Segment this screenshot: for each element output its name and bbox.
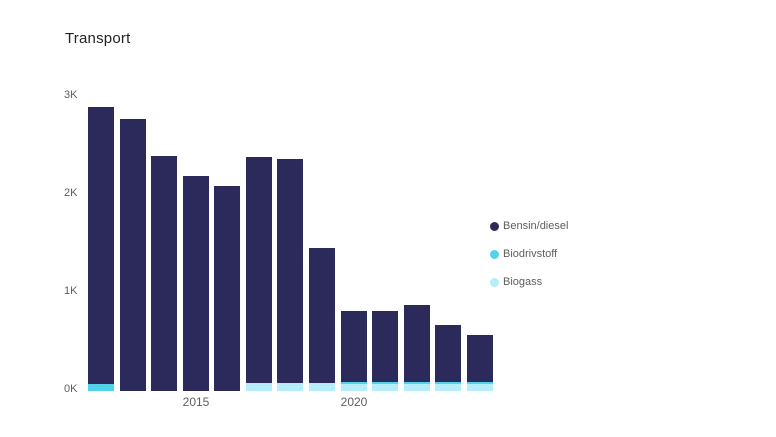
bar-2020[interactable] <box>341 311 367 391</box>
legend-color-dot-icon <box>490 249 499 259</box>
bar-segment-biogass-2019[interactable] <box>309 383 335 391</box>
bar-segment-biogass-2023[interactable] <box>435 384 461 391</box>
chart-title: Transport <box>65 30 131 47</box>
y-axis-label-3K: 3K <box>64 89 78 101</box>
legend-item-biodrivstoff[interactable]: Biodrivstoff <box>490 240 568 268</box>
legend-item-label: Biogass <box>503 276 543 288</box>
bar-segment-biodrivstoff-2022[interactable] <box>404 382 430 384</box>
legend-item-label: Biodrivstoff <box>503 248 558 260</box>
legend-color-dot-icon <box>490 221 499 231</box>
bar-2023[interactable] <box>435 325 461 391</box>
x-axis-label-2015: 2015 <box>182 395 210 409</box>
bar-segment-bensin-diesel-2022[interactable] <box>404 305 430 382</box>
bar-2021[interactable] <box>372 311 398 391</box>
y-axis-label-1K: 1K <box>64 285 78 297</box>
bar-segment-bensin-diesel-2016[interactable] <box>214 186 240 391</box>
bar-segment-biogass-2017[interactable] <box>246 383 272 391</box>
bar-2015[interactable] <box>183 176 209 391</box>
bar-segment-biodrivstoff-2020[interactable] <box>341 382 367 385</box>
bar-segment-bensin-diesel-2024[interactable] <box>467 335 493 382</box>
bar-segment-biogass-2022[interactable] <box>404 384 430 391</box>
x-axis-label-2020: 2020 <box>340 395 368 409</box>
bar-2017[interactable] <box>246 157 272 391</box>
bar-segment-biogass-2024[interactable] <box>467 384 493 391</box>
bar-segment-bensin-diesel-2019[interactable] <box>309 248 335 383</box>
bar-segment-bensin-diesel-2021[interactable] <box>372 311 398 383</box>
bar-segment-biodrivstoff-2024[interactable] <box>467 382 493 384</box>
bar-2018[interactable] <box>277 159 303 391</box>
bar-2022[interactable] <box>404 305 430 391</box>
legend-item-label: Bensin/diesel <box>503 220 569 232</box>
bar-2016[interactable] <box>214 186 240 391</box>
bar-2014[interactable] <box>151 156 177 391</box>
bar-segment-biogass-2021[interactable] <box>372 384 398 391</box>
bar-segment-biogass-2020[interactable] <box>341 384 367 391</box>
bar-segment-biodrivstoff-2012[interactable] <box>88 384 114 391</box>
bar-segment-bensin-diesel-2015[interactable] <box>183 176 209 391</box>
bar-segment-bensin-diesel-2014[interactable] <box>151 156 177 391</box>
bar-segment-biodrivstoff-2021[interactable] <box>372 382 398 385</box>
bar-segment-bensin-diesel-2020[interactable] <box>341 311 367 383</box>
y-axis-label-2K: 2K <box>64 187 78 199</box>
bar-2013[interactable] <box>120 119 146 391</box>
bar-2012[interactable] <box>88 107 114 391</box>
bar-segment-bensin-diesel-2013[interactable] <box>120 119 146 391</box>
bar-segment-bensin-diesel-2012[interactable] <box>88 107 114 384</box>
bar-segment-bensin-diesel-2023[interactable] <box>435 325 461 382</box>
bar-segment-bensin-diesel-2017[interactable] <box>246 157 272 383</box>
bar-segment-biogass-2018[interactable] <box>277 383 303 391</box>
legend-item-biogass[interactable]: Biogass <box>490 268 568 296</box>
bar-segment-biodrivstoff-2023[interactable] <box>435 382 461 384</box>
bar-2024[interactable] <box>467 335 493 391</box>
legend-color-dot-icon <box>490 277 499 287</box>
legend-item-bensin-diesel[interactable]: Bensin/diesel <box>490 212 568 240</box>
bar-segment-bensin-diesel-2018[interactable] <box>277 159 303 383</box>
legend: Bensin/diesel Biodrivstoff Biogass <box>490 212 568 296</box>
y-axis-label-0K: 0K <box>64 383 78 395</box>
bar-2019[interactable] <box>309 248 335 391</box>
